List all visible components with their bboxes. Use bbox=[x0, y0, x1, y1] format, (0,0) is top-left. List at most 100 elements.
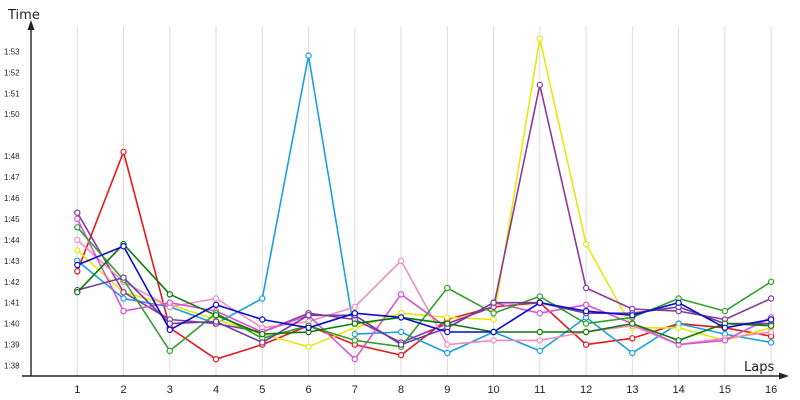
series-10-point-14 bbox=[675, 299, 682, 306]
series-2-point-9 bbox=[444, 349, 451, 357]
series-9-point-13 bbox=[629, 320, 636, 327]
x-tick-label: 1 bbox=[74, 384, 80, 396]
series-6-point-11 bbox=[536, 310, 544, 317]
series-9-point-4 bbox=[212, 312, 220, 319]
series-1-point-2 bbox=[120, 148, 127, 156]
y-tick-label: 1:48 bbox=[4, 152, 20, 161]
series-7-point-15 bbox=[721, 307, 729, 315]
x-tick-label: 14 bbox=[672, 384, 684, 396]
x-tick-label: 10 bbox=[487, 384, 499, 396]
y-tick-label: 1:45 bbox=[4, 215, 20, 224]
series-10-point-15 bbox=[721, 324, 729, 331]
series-2-point-13 bbox=[629, 349, 636, 357]
series-4-point-12 bbox=[582, 284, 590, 292]
series-9-point-9 bbox=[444, 320, 451, 327]
y-tick-labels: 1:38 1:39 1:40 1:41 1:42 1:43 1:44 1:45 1:46 1:47… bbox=[4, 47, 20, 370]
series-9-point-5 bbox=[259, 330, 266, 338]
series-10-point-8 bbox=[397, 314, 405, 321]
x-tick-label: 7 bbox=[352, 384, 358, 396]
y-tick-label: 1:39 bbox=[4, 341, 20, 350]
series-8-point-2 bbox=[120, 274, 127, 281]
y-tick-label: 1:53 bbox=[4, 47, 20, 56]
x-tick-label: 5 bbox=[259, 384, 265, 396]
series-6-point-15 bbox=[721, 337, 729, 344]
series-7-point-9 bbox=[444, 284, 451, 292]
series-9-point-11 bbox=[536, 328, 544, 336]
series-10-point-5 bbox=[259, 316, 266, 323]
series-7-point-12 bbox=[582, 320, 590, 327]
series-9-point-14 bbox=[675, 337, 682, 344]
series-3-point-6 bbox=[305, 343, 312, 350]
series-9-point-16 bbox=[767, 322, 775, 329]
series-9-point-3 bbox=[166, 291, 173, 298]
series-9-point-7 bbox=[351, 320, 358, 327]
series-6-point-8 bbox=[397, 291, 405, 298]
series-6-point-12 bbox=[582, 301, 590, 308]
series-1-point-12 bbox=[582, 341, 590, 348]
axes: Time Laps bbox=[7, 8, 789, 380]
series-7-line bbox=[76, 226, 772, 352]
series-10-point-1 bbox=[74, 261, 81, 269]
series-1-point-4 bbox=[212, 356, 220, 363]
x-tick-labels: 1 2 3 4 5 6 7 8 9 10 11 12 13 14 15 16 bbox=[74, 384, 777, 396]
series-10-point-4 bbox=[212, 301, 220, 308]
x-tick-label: 6 bbox=[305, 384, 311, 396]
series-5-point-10 bbox=[490, 337, 497, 344]
series-2-point-2 bbox=[120, 295, 127, 302]
x-axis-title: Laps bbox=[744, 360, 774, 375]
series-2-point-5 bbox=[259, 295, 266, 302]
series-4-point-2 bbox=[120, 289, 127, 296]
x-tick-label: 13 bbox=[626, 384, 638, 396]
series-9-line bbox=[76, 243, 772, 342]
x-tick-label: 4 bbox=[213, 384, 219, 396]
series-7-point-1 bbox=[74, 224, 81, 231]
series-2-point-16 bbox=[767, 339, 775, 346]
series-2-line bbox=[76, 54, 772, 354]
series-8-point-4 bbox=[212, 318, 220, 325]
series-3-point-1 bbox=[74, 247, 81, 254]
series-2-point-6 bbox=[305, 52, 312, 59]
series-10-point-3 bbox=[166, 326, 173, 334]
series-7-point-16 bbox=[767, 278, 775, 285]
series-1-point-1 bbox=[74, 268, 81, 275]
x-tick-label: 11 bbox=[534, 384, 545, 396]
series-8-point-5 bbox=[259, 339, 266, 346]
series-2-point-8 bbox=[397, 328, 405, 336]
series-10-line bbox=[76, 245, 772, 333]
series-10-point-9 bbox=[444, 328, 451, 336]
series-4-point-1 bbox=[74, 209, 81, 216]
series-5-point-8 bbox=[397, 257, 405, 264]
series-3-point-11 bbox=[536, 35, 544, 43]
series-10-point-13 bbox=[629, 312, 636, 319]
y-tick-label: 1:46 bbox=[4, 194, 20, 203]
series-10-point-6 bbox=[305, 324, 312, 331]
y-tick-label: 1:41 bbox=[4, 299, 20, 308]
series-6-line bbox=[76, 218, 772, 361]
series-6-point-3 bbox=[166, 299, 173, 306]
series-2-point-7 bbox=[351, 330, 358, 338]
y-tick-label: 1:47 bbox=[4, 173, 20, 182]
y-tick-label: 1:42 bbox=[4, 278, 20, 287]
series-7-point-10 bbox=[490, 310, 497, 317]
series-3-line bbox=[76, 37, 772, 348]
x-tick-label: 2 bbox=[120, 384, 126, 396]
series-4-point-11 bbox=[536, 81, 544, 89]
series-8-point-8 bbox=[397, 341, 405, 348]
series-3-point-10 bbox=[490, 316, 497, 323]
series-3-point-12 bbox=[582, 240, 590, 248]
series-6-point-1 bbox=[74, 215, 81, 223]
series-10-point-16 bbox=[767, 316, 775, 323]
series-3-point-14 bbox=[675, 324, 682, 331]
x-tick-label: 12 bbox=[580, 384, 592, 396]
series-5-line bbox=[76, 239, 772, 346]
series-5-point-11 bbox=[536, 337, 544, 344]
y-axis-arrowhead bbox=[27, 20, 35, 30]
y-axis-title: Time bbox=[7, 8, 40, 23]
series-6-point-2 bbox=[120, 307, 127, 315]
series-9-point-1 bbox=[74, 289, 81, 296]
series-2-point-11 bbox=[536, 347, 544, 355]
series-10-point-7 bbox=[351, 310, 358, 317]
x-axis-arrowhead bbox=[779, 372, 789, 380]
